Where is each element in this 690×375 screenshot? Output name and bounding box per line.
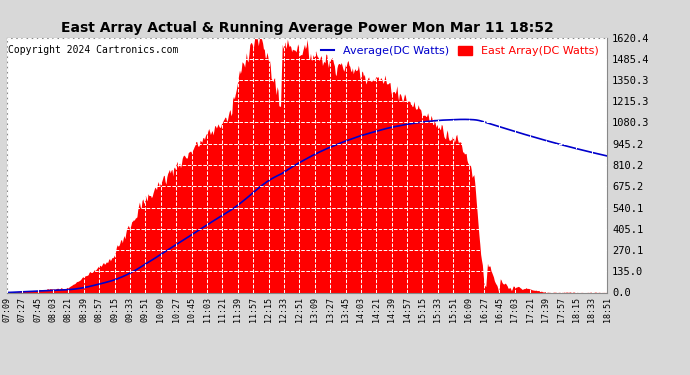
Title: East Array Actual & Running Average Power Mon Mar 11 18:52: East Array Actual & Running Average Powe… — [61, 21, 553, 35]
Legend: Average(DC Watts), East Array(DC Watts): Average(DC Watts), East Array(DC Watts) — [318, 43, 602, 60]
Text: Copyright 2024 Cartronics.com: Copyright 2024 Cartronics.com — [8, 45, 179, 55]
